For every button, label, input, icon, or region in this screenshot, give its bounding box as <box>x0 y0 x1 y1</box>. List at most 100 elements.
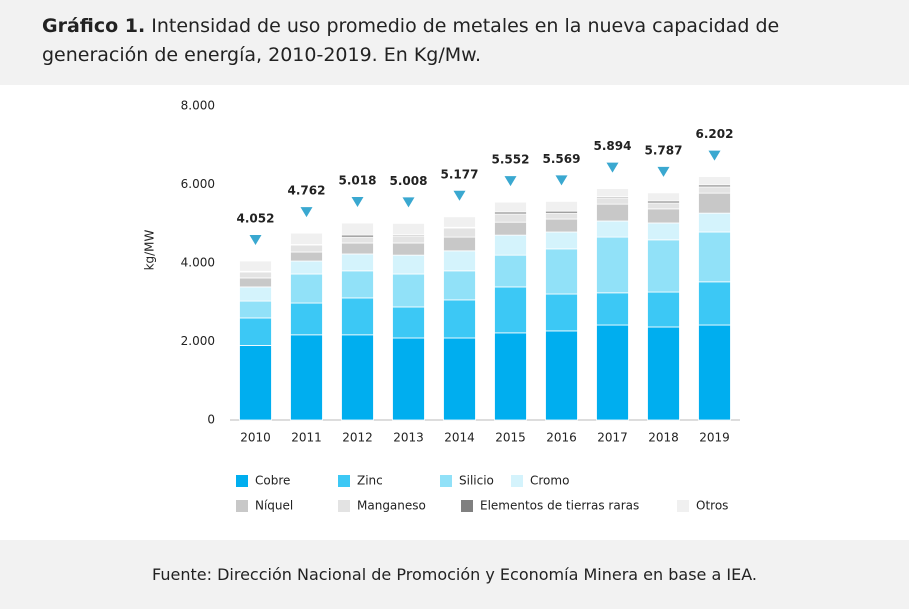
bar-segment <box>290 232 323 245</box>
legend-label: Cobre <box>255 474 290 488</box>
legend-swatch <box>511 475 523 487</box>
bar-segment <box>341 253 374 272</box>
bar-segment <box>596 197 629 205</box>
x-tick-label: 2011 <box>291 431 322 445</box>
total-label: 5.569 <box>543 152 581 166</box>
bar-segment <box>647 326 680 421</box>
bar-segment <box>494 234 527 256</box>
bar-segment <box>545 212 578 220</box>
bar-segment <box>341 242 374 255</box>
bar-segment <box>545 330 578 421</box>
bar-segment <box>341 270 374 299</box>
bar-segment <box>443 299 476 339</box>
bar-segment <box>494 254 527 288</box>
bar-segment <box>647 208 680 224</box>
bar-segment <box>545 293 578 332</box>
bar-segment <box>647 202 680 210</box>
y-tick-label: 8.000 <box>181 99 215 113</box>
bar-segment <box>698 212 731 233</box>
legend-swatch <box>677 500 689 512</box>
bar-segment <box>443 236 476 252</box>
total-marker <box>708 150 721 161</box>
bar-segment <box>647 291 680 328</box>
legend-label: Níquel <box>255 499 293 513</box>
bar-segment <box>392 242 425 256</box>
total-label: 5.894 <box>594 139 632 153</box>
total-label: 6.202 <box>696 127 734 141</box>
figure-label: Gráfico 1. <box>42 15 146 37</box>
x-tick-label: 2010 <box>240 431 271 445</box>
x-tick-label: 2015 <box>495 431 526 445</box>
bar-segment <box>647 239 680 293</box>
bar-segment <box>341 236 374 244</box>
header-text: Gráfico 1. Intensidad de uso promedio de … <box>42 12 862 70</box>
bar-segment <box>392 223 425 236</box>
bar-segment <box>647 192 680 202</box>
bar-segment <box>239 317 272 346</box>
bar-segment <box>596 324 629 421</box>
y-axis-label: kg/MW <box>143 229 157 270</box>
bar-segment <box>239 345 272 421</box>
bar-segment <box>647 222 680 241</box>
legend-swatch <box>461 500 473 512</box>
legend-swatch <box>338 500 350 512</box>
bar-segment <box>443 337 476 421</box>
bar-segment <box>290 244 323 253</box>
bar-segment <box>341 297 374 336</box>
bar-segment <box>596 236 629 294</box>
bar-segment <box>290 251 323 262</box>
bar-segment <box>341 222 374 236</box>
total-marker <box>453 190 466 201</box>
bar-segment <box>239 286 272 302</box>
x-tick-label: 2013 <box>393 431 424 445</box>
total-label: 5.787 <box>645 143 683 157</box>
x-tick-label: 2018 <box>648 431 679 445</box>
total-label: 4.762 <box>288 184 326 198</box>
total-label: 5.552 <box>492 153 530 167</box>
legend-label: Otros <box>696 499 728 513</box>
bar-segment <box>443 216 476 228</box>
total-label: 5.018 <box>339 174 377 188</box>
bar-segment <box>494 221 527 236</box>
bar-segment <box>443 227 476 238</box>
legend-label: Cromo <box>530 474 569 488</box>
footer: Fuente: Dirección Nacional de Promoción … <box>0 540 909 609</box>
x-tick-label: 2016 <box>546 431 577 445</box>
total-label: 4.052 <box>237 211 275 225</box>
bar-segment <box>494 201 527 213</box>
bar-segment <box>698 231 731 283</box>
bar-segment <box>545 248 578 295</box>
source: Fuente: Dirección Nacional de Promoción … <box>152 565 757 584</box>
bar-segment <box>443 270 476 301</box>
bar-segment <box>239 277 272 288</box>
y-tick-label: 6.000 <box>181 177 215 191</box>
x-tick-label: 2017 <box>597 431 628 445</box>
total-marker <box>504 176 517 187</box>
total-marker <box>657 166 670 177</box>
legend-label: Zinc <box>357 474 383 488</box>
legend-swatch <box>338 475 350 487</box>
legend-swatch <box>236 475 248 487</box>
legend-label: Elementos de tierras raras <box>480 499 639 513</box>
total-marker <box>300 207 313 218</box>
legend-swatch <box>440 475 452 487</box>
x-tick-label: 2014 <box>444 431 475 445</box>
bar-segment <box>545 218 578 233</box>
bar-segment <box>698 186 731 194</box>
bar-segment <box>239 271 272 279</box>
bar-segment <box>596 220 629 238</box>
bar-segment <box>596 292 629 326</box>
x-tick-label: 2019 <box>699 431 730 445</box>
bar-segment <box>698 281 731 326</box>
bar-segment <box>698 176 731 186</box>
y-tick-label: 0 <box>207 413 215 427</box>
bar-segment <box>596 203 629 222</box>
bar-segment <box>443 250 476 272</box>
y-tick-label: 4.000 <box>181 256 215 270</box>
header: Gráfico 1. Intensidad de uso promedio de … <box>0 0 909 85</box>
bar-segment <box>392 235 425 244</box>
bar-segment <box>494 286 527 334</box>
total-label: 5.177 <box>441 167 479 181</box>
bar-segment <box>290 334 323 421</box>
